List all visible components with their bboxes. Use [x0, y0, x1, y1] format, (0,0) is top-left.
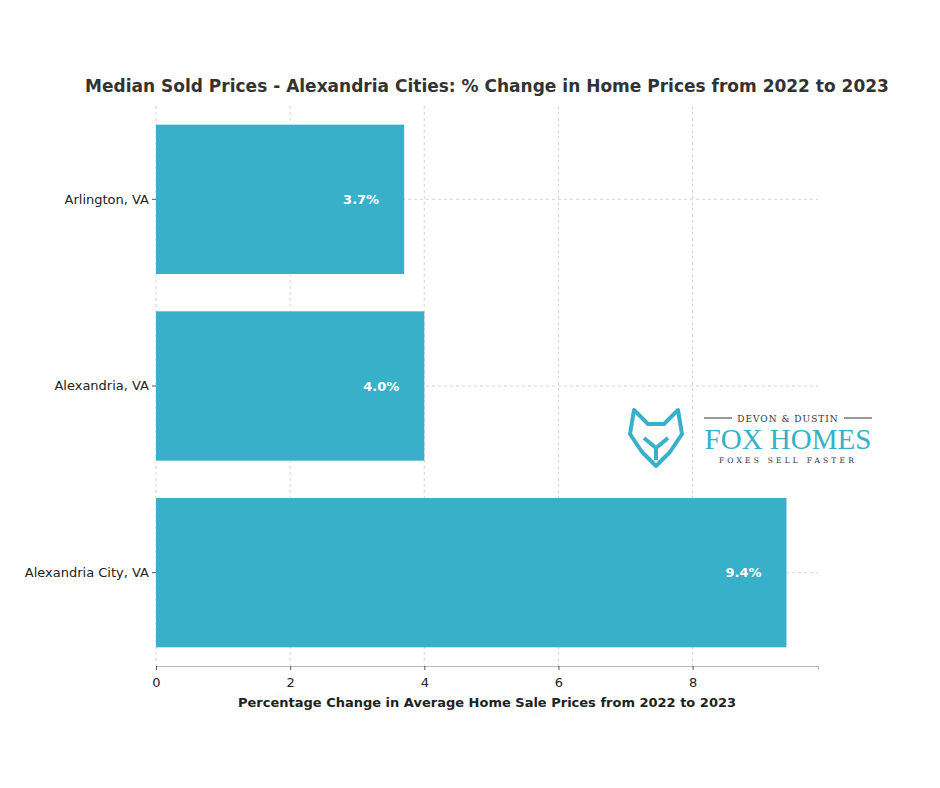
x-axis-line — [157, 667, 819, 671]
x-tick-mark — [424, 666, 425, 670]
bars — [156, 125, 786, 648]
bar — [156, 125, 404, 274]
y-tick-mark — [152, 386, 156, 387]
x-tick-mark — [558, 666, 559, 670]
logo-text: FOXES SELL FASTER — [719, 456, 857, 465]
logo: DEVON & DUSTINFOX HOMESFOXES SELL FASTER — [630, 410, 872, 466]
grid — [156, 106, 818, 666]
title: Median Sold Prices - Alexandria Cities: … — [85, 76, 889, 96]
y-tick: Alexandria, VA — [54, 378, 156, 393]
x-tick-mark — [693, 666, 694, 670]
y-tick-label: Alexandria City, VA — [25, 565, 149, 580]
x-tick-mark — [156, 666, 157, 670]
chart: 3.7% 4.0% 9.4% 0 2 4 6 8 Arlington, VA Alexandria… — [0, 0, 940, 788]
y-tick: Arlington, VA — [65, 191, 156, 206]
x-tick-label: 2 — [287, 675, 295, 690]
x-tick-label: 0 — [152, 675, 160, 690]
x-tick-label: 8 — [689, 675, 697, 690]
x-tick: 0 — [152, 666, 160, 690]
data-label: 9.4% — [725, 565, 761, 580]
data-label: 3.7% — [343, 192, 379, 207]
bar — [156, 311, 424, 460]
data-labels: 3.7% 4.0% 9.4% — [343, 192, 761, 580]
x-tick: 4 — [421, 666, 429, 690]
x-tick-label: 6 — [555, 675, 563, 690]
chart-container: 3.7% 4.0% 9.4% 0 2 4 6 8 Arlington, VA Alexandria… — [0, 0, 940, 788]
y-tick-mark — [152, 572, 156, 573]
y-tick-mark — [152, 199, 156, 200]
logo-rule — [704, 418, 732, 419]
logo-icon — [630, 410, 682, 466]
x-axis-title: Percentage Change in Average Home Sale P… — [238, 695, 736, 710]
y-tick: Alexandria City, VA — [25, 565, 156, 580]
x-tick-label: 4 — [421, 675, 429, 690]
x-tick-mark — [290, 666, 291, 670]
logo-rule — [844, 418, 872, 419]
y-tick-label: Arlington, VA — [65, 191, 150, 206]
x-axis: 0 2 4 6 8 — [152, 666, 818, 690]
x-tick: 6 — [555, 666, 563, 690]
bar — [156, 498, 786, 647]
data-label: 4.0% — [363, 379, 399, 394]
x-tick: 8 — [689, 666, 697, 690]
y-axis: Arlington, VA Alexandria, VA Alexandria Ci… — [25, 191, 156, 579]
logo-text: FOX HOMES — [705, 423, 872, 455]
x-tick: 2 — [287, 666, 295, 690]
y-tick-label: Alexandria, VA — [54, 378, 149, 393]
